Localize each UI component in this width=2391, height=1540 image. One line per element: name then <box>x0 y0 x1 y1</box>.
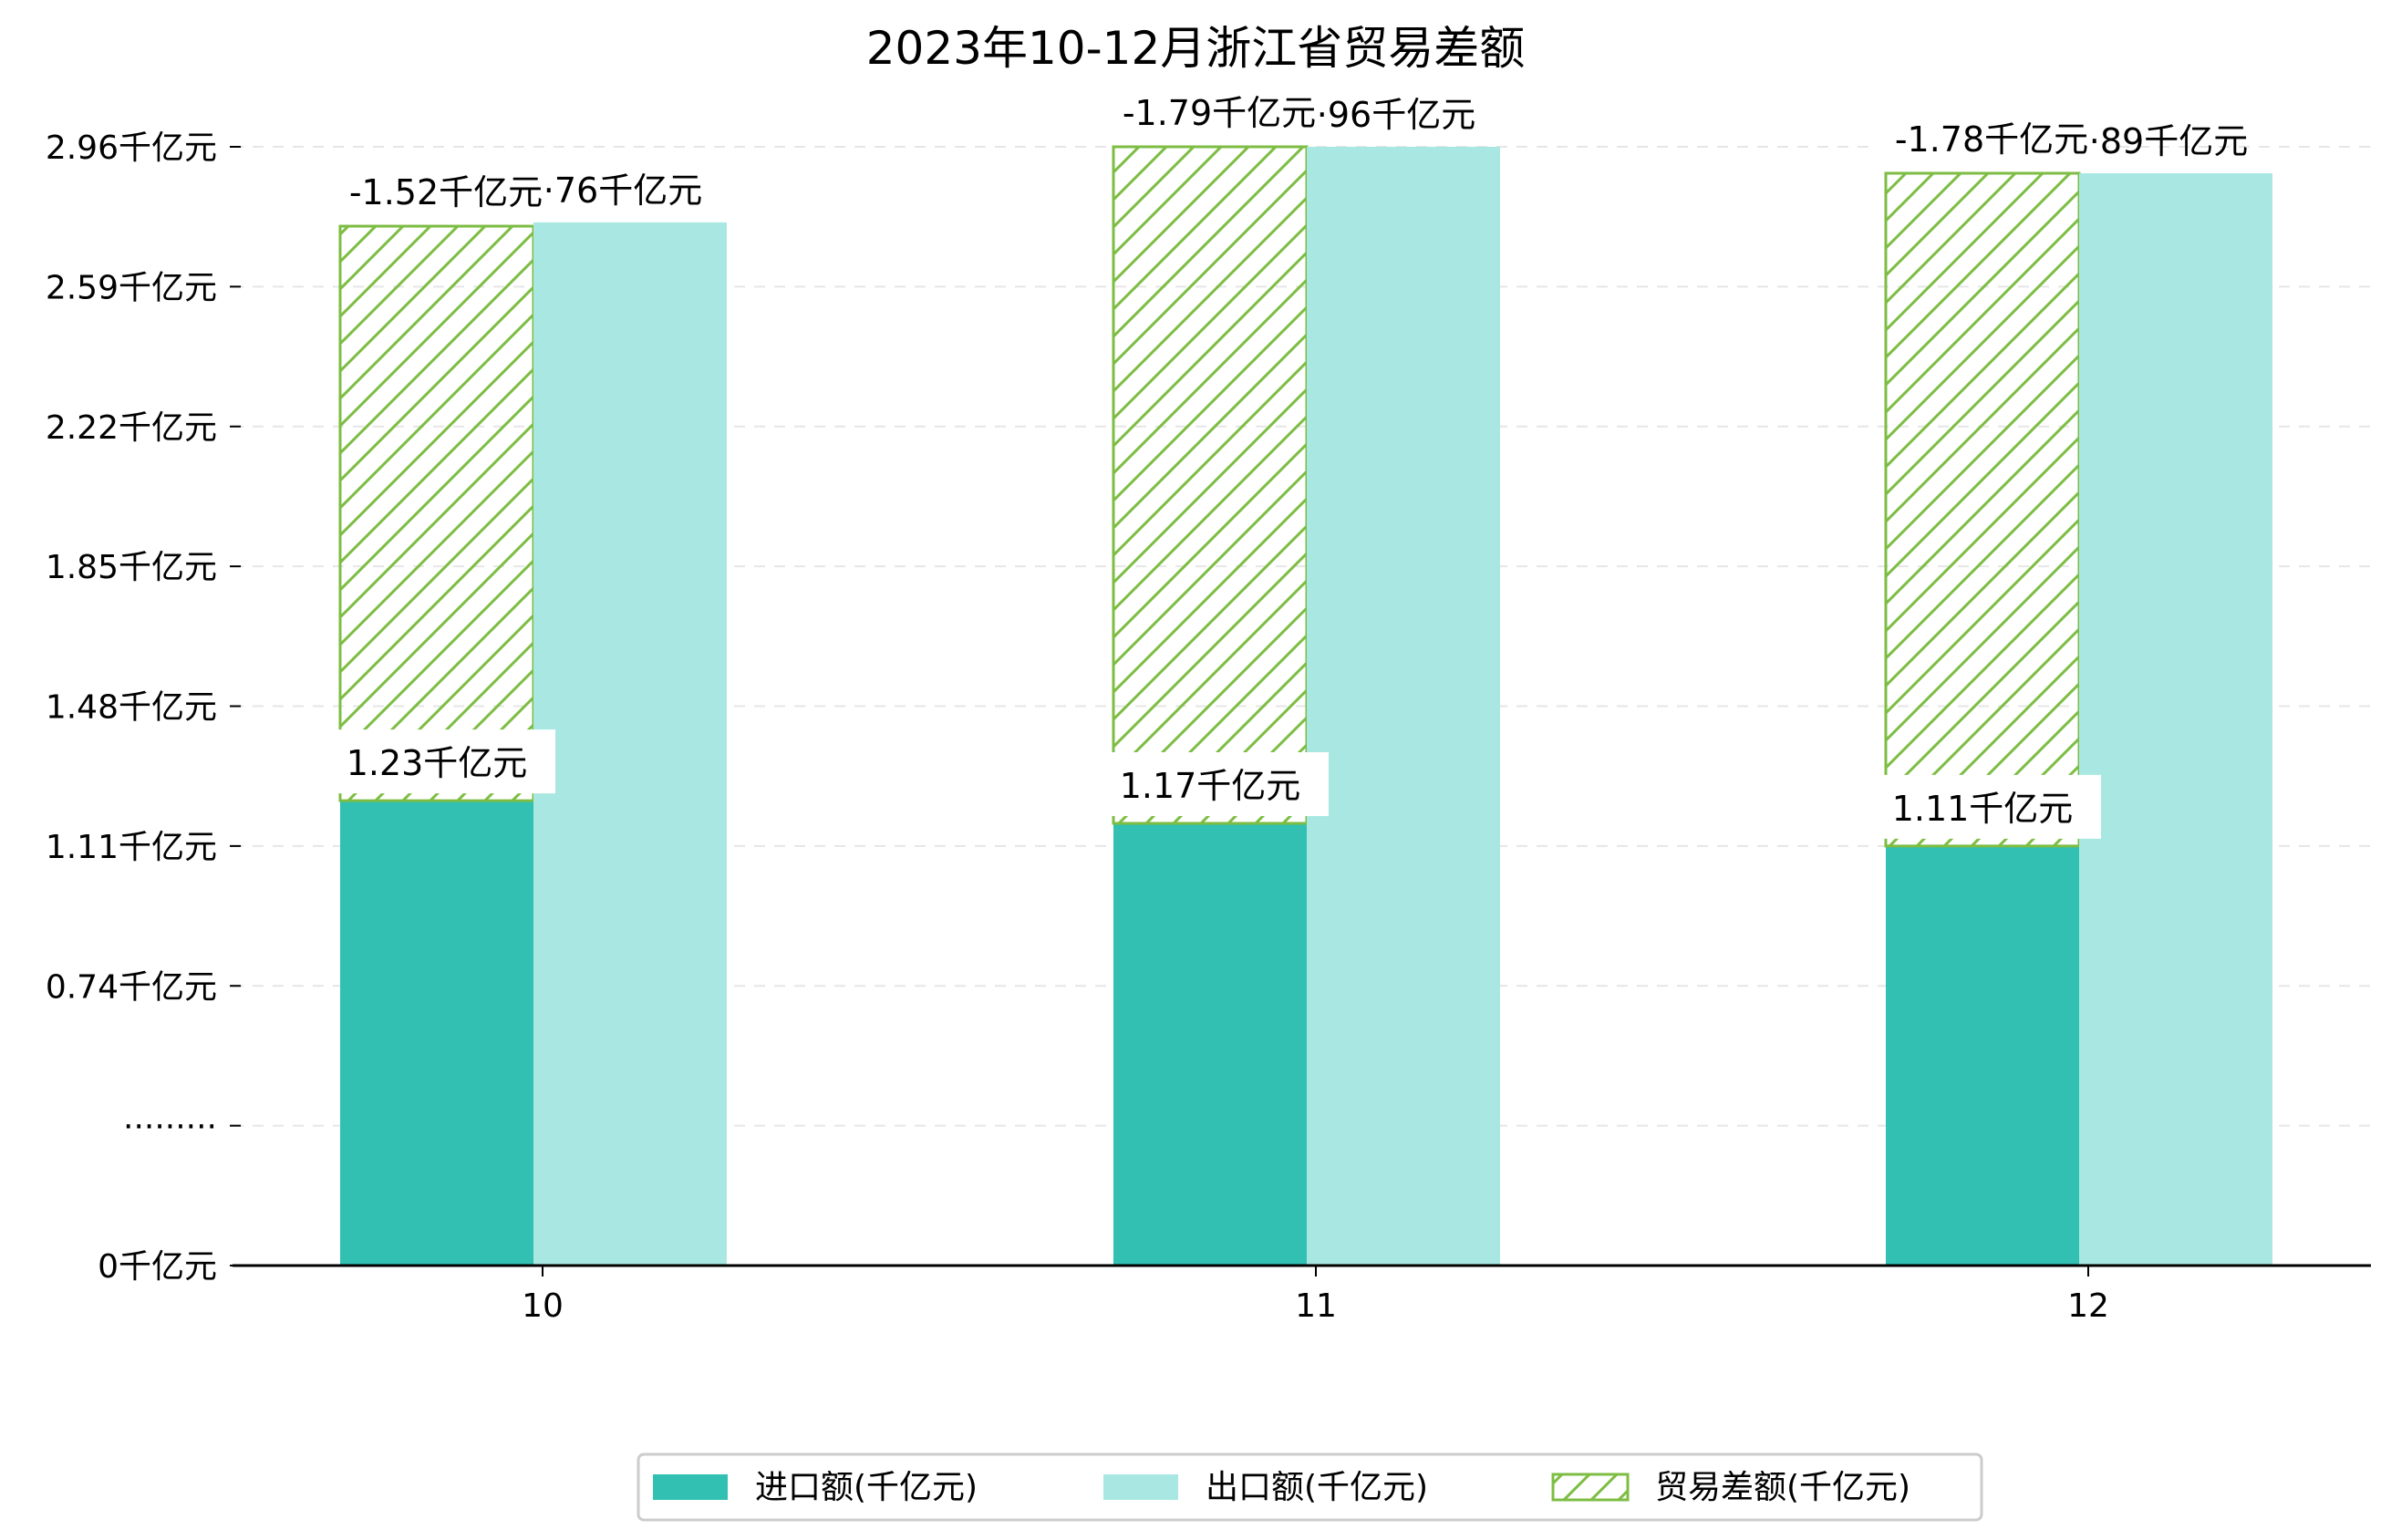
ytick-label-5: 1.85千亿元 <box>46 549 217 586</box>
bar-export-11 <box>1307 147 1500 1266</box>
data-label-export-11: ·96千亿元 <box>1317 95 1475 135</box>
ytick-label-1: ········· <box>123 1109 217 1146</box>
ytick-label-2: 0.74千亿元 <box>46 968 217 1006</box>
ytick-label-0: 0千亿元 <box>98 1248 217 1286</box>
data-labels-layer: 1.23千亿元 -1.52千亿元 ·76千亿元 1.17千亿元 -1.79千亿元 ·96千… <box>326 74 2248 839</box>
label-bg-balance-10 <box>326 153 562 214</box>
data-label-balance-10: -1.52千亿元 <box>349 172 543 212</box>
data-label-import-12: 1.11千亿元 <box>1892 789 2074 829</box>
data-label-export-10: ·76千亿元 <box>543 171 702 211</box>
bar-import-11 <box>1113 823 1307 1266</box>
label-bg-balance-12 <box>1872 100 2107 161</box>
ytick-label-3: 1.11千亿元 <box>46 829 217 866</box>
legend-swatch-0 <box>653 1474 728 1500</box>
data-label-balance-11: -1.79千亿元 <box>1123 93 1316 133</box>
legend-swatch-2 <box>1551 1473 1630 1502</box>
legend-label-1: 出口额(千亿元) <box>1206 1469 1428 1506</box>
bar-import-12 <box>1886 845 2079 1266</box>
bar-balance-12 <box>1884 171 2081 848</box>
bar-balance-10 <box>338 224 535 802</box>
xtick-label-11: 11 <box>1295 1287 1337 1325</box>
ytick-label-6: 2.22千亿元 <box>46 409 217 447</box>
ytick-label-4: 1.48千亿元 <box>46 689 217 727</box>
data-label-export-12: ·89千亿元 <box>2089 121 2248 161</box>
data-label-balance-12: -1.78千亿元 <box>1895 119 2088 160</box>
label-bg-import-11 <box>1106 752 1329 817</box>
label-bg-import-10 <box>333 729 555 794</box>
chart-title: 2023年10-12月浙江省贸易差额 <box>866 22 1526 75</box>
legend-label-0: 进口额(千亿元) <box>755 1469 978 1506</box>
ytick-label-8: 2.96千亿元 <box>46 129 217 167</box>
label-bg-balance-11 <box>1100 74 1335 134</box>
bar-export-12 <box>2079 173 2272 1266</box>
label-bg-import-12 <box>1879 774 2101 839</box>
legend-label-2: 贸易差额(千亿元) <box>1655 1469 1910 1506</box>
legend-box <box>637 1452 1983 1522</box>
data-label-import-10: 1.23千亿元 <box>347 743 528 783</box>
data-label-import-11: 1.17千亿元 <box>1120 766 1301 806</box>
xtick-label-12: 12 <box>2067 1287 2109 1325</box>
bar-import-10 <box>340 801 533 1266</box>
xtick-label-10: 10 <box>522 1287 564 1325</box>
legend-swatch-1 <box>1103 1474 1178 1500</box>
bar-export-10 <box>533 222 727 1266</box>
ytick-label-7: 2.59千亿元 <box>46 269 217 306</box>
bar-balance-11 <box>1112 145 1309 825</box>
legend: 进口额(千亿元) 出口额(千亿元) 贸易差额(千亿元) <box>637 1452 1983 1522</box>
bars-layer <box>338 145 2272 1266</box>
axes-layer: 0千亿元 ········· 0.74千亿元 1.11千亿元 1.48千亿元 1.85千亿… <box>46 129 2371 1325</box>
